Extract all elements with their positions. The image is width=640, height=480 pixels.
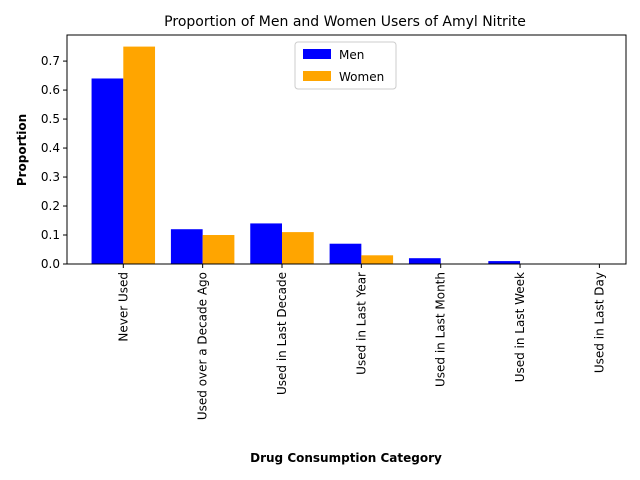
x-tick-label: Never Used: [116, 272, 130, 342]
x-tick-label: Used in Last Decade: [275, 272, 289, 395]
legend-label-women: Women: [339, 70, 384, 84]
chart-title: Proportion of Men and Women Users of Amy…: [164, 14, 526, 30]
bar-women-1: [202, 235, 235, 264]
y-tick-label: 0.4: [41, 141, 60, 155]
bar-women-3: [361, 255, 394, 264]
y-tick-label: 0.6: [41, 83, 60, 97]
legend-swatch-men: [303, 49, 331, 59]
bar-men-1: [170, 229, 203, 264]
bar-men-4: [408, 258, 441, 264]
y-tick-label: 0.5: [41, 112, 60, 126]
legend-swatch-women: [303, 71, 331, 81]
bar-men-0: [91, 78, 124, 264]
x-axis: Never Used Used over a Decade Ago Used in …: [116, 264, 606, 420]
y-tick-label: 0.0: [41, 257, 60, 271]
bar-men-2: [250, 223, 282, 264]
y-axis-label: Proportion: [15, 114, 29, 186]
y-tick-label: 0.3: [41, 170, 60, 184]
legend-label-men: Men: [339, 48, 364, 62]
x-axis-label: Drug Consumption Category: [250, 451, 442, 465]
bars: [91, 46, 521, 265]
y-tick-label: 0.7: [41, 54, 60, 68]
x-tick-label: Used over a Decade Ago: [196, 272, 210, 420]
x-tick-label: Used in Last Week: [513, 272, 527, 382]
legend: Men Women: [294, 41, 397, 90]
bar-men-5: [488, 261, 521, 264]
y-tick-label: 0.1: [41, 228, 60, 242]
plot-frame: [66, 34, 627, 265]
x-tick-label: Used in Last Month: [434, 272, 448, 387]
bar-women-2: [282, 232, 314, 264]
x-tick-label: Used in Last Year: [354, 272, 368, 375]
bar-men-3: [329, 243, 362, 264]
y-tick-label: 0.2: [41, 199, 60, 213]
y-axis: 0.0 0.1 0.2 0.3 0.4 0.5 0.6 0.7: [41, 54, 67, 271]
x-tick-label: Used in Last Day: [592, 272, 606, 373]
bar-women-0: [123, 46, 156, 265]
